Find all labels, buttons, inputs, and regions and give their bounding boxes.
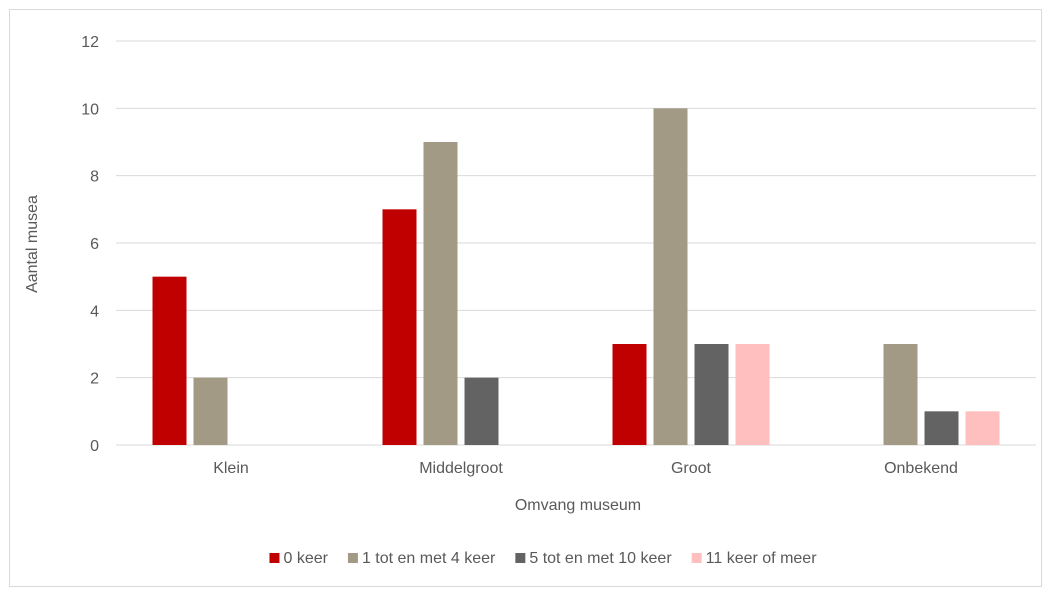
- x-tick-label: Klein: [213, 460, 249, 477]
- legend-label: 5 tot en met 10 keer: [529, 550, 672, 567]
- legend: 0 keer 1 tot en met 4 keer 5 tot en met 10…: [269, 550, 817, 567]
- y-tick-labels: 0 2 4 6 8 10 12: [81, 34, 99, 455]
- y-tick-label: 4: [90, 303, 99, 320]
- bar: [612, 344, 647, 445]
- bar: [653, 108, 688, 445]
- bar: [694, 344, 729, 445]
- gridlines: [116, 40, 1036, 446]
- x-tick-label: Middelgroot: [419, 460, 503, 477]
- bar: [193, 377, 228, 445]
- x-axis-label: Omvang museum: [515, 497, 641, 514]
- x-tick-labels: Klein Middelgroot Groot Onbekend: [213, 460, 958, 477]
- legend-swatch: [691, 553, 702, 563]
- y-tick-label: 6: [90, 236, 99, 253]
- bar: [883, 344, 918, 445]
- bar: [382, 209, 417, 445]
- legend-swatch: [515, 553, 526, 563]
- bar: [423, 142, 458, 445]
- y-tick-label: 8: [90, 169, 99, 186]
- x-tick-label: Groot: [671, 460, 712, 477]
- y-tick-label: 2: [90, 371, 99, 388]
- bar: [735, 344, 770, 445]
- y-tick-label: 12: [81, 34, 99, 51]
- bar: [924, 411, 959, 445]
- legend-label: 1 tot en met 4 keer: [362, 550, 496, 567]
- bar: [152, 276, 187, 445]
- y-tick-label: 0: [90, 438, 99, 455]
- legend-label: 11 keer of meer: [706, 550, 818, 567]
- legend-label: 0 keer: [283, 550, 328, 567]
- legend-swatch: [269, 553, 280, 563]
- legend-swatch: [347, 553, 358, 563]
- bars: [152, 108, 1000, 445]
- bar: [464, 377, 499, 445]
- y-axis-label: Aantal musea: [24, 195, 41, 293]
- x-tick-label: Onbekend: [884, 460, 958, 477]
- y-tick-label: 10: [81, 101, 99, 118]
- bar: [965, 411, 1000, 445]
